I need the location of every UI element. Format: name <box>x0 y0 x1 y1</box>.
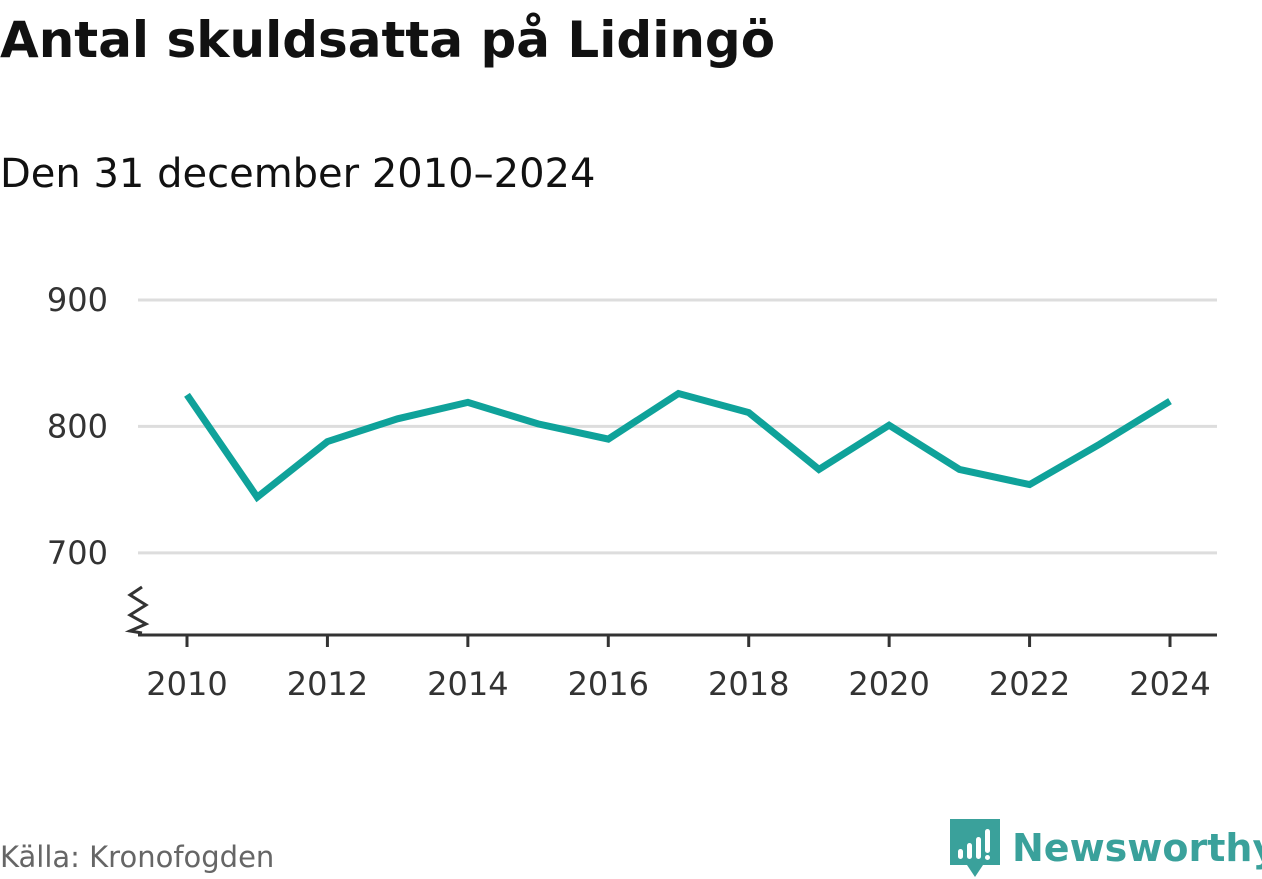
series <box>184 389 1172 503</box>
brand-name: Newsworthy <box>1012 826 1262 870</box>
y-axis-break-icon <box>124 585 150 635</box>
x-tick-label-2020: 2020 <box>848 665 929 703</box>
series-line-0 <box>184 389 1172 503</box>
source-note: Källa: Kronofogden <box>0 840 275 874</box>
x-tick-label-2010: 2010 <box>146 665 227 703</box>
y-tick-label-800: 800 <box>47 407 108 445</box>
x-tick-label-2022: 2022 <box>989 665 1070 703</box>
axes <box>124 585 1217 647</box>
x-tick-label-2012: 2012 <box>287 665 368 703</box>
y-tick-label-900: 900 <box>47 281 108 319</box>
gridlines <box>138 298 1217 555</box>
x-tick-label-2014: 2014 <box>427 665 508 703</box>
y-tick-label-700: 700 <box>47 534 108 572</box>
brand[interactable]: Newsworthy <box>950 818 1262 878</box>
chart-title: Antal skuldsatta på Lidingö <box>0 11 776 69</box>
x-tick-label-2024: 2024 <box>1129 665 1210 703</box>
chart-subtitle: Den 31 december 2010–2024 <box>0 151 596 197</box>
tick-labels: 900 800 700 2010 2012 2014 2016 2018 2020 2022 202… <box>47 281 1211 703</box>
x-tick-label-2016: 2016 <box>568 665 649 703</box>
newsworthy-logo-icon <box>950 819 1000 877</box>
x-tick-label-2018: 2018 <box>708 665 789 703</box>
